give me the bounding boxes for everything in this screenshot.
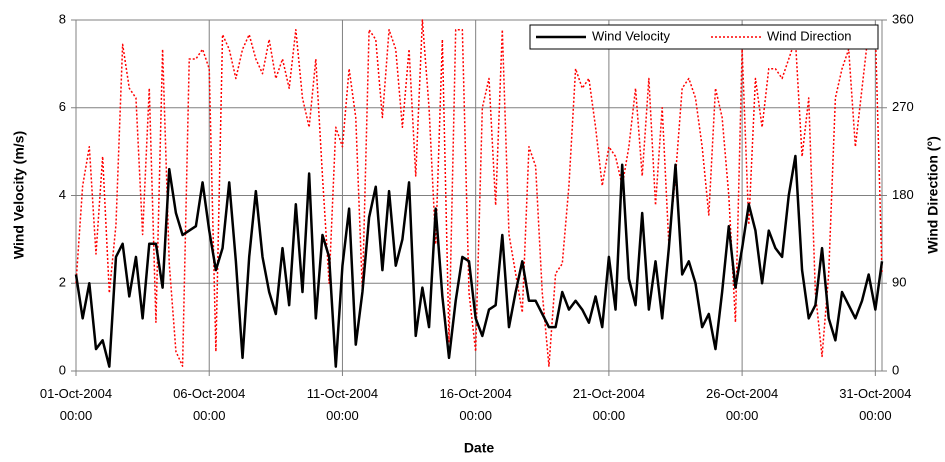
- x-axis-title: Date: [464, 440, 495, 456]
- y2-axis-title: Wind Direction (°): [925, 136, 941, 253]
- x-tick-label-line: 21-Oct-2004: [573, 386, 645, 401]
- x-tick-label-line: 01-Oct-2004: [40, 386, 112, 401]
- x-tick-label-line: 00:00: [60, 408, 93, 423]
- legend-label: Wind Velocity: [592, 28, 671, 43]
- x-tick-label: 31-Oct-2004 00:00: [839, 386, 911, 423]
- x-tick-label-line: 06-Oct-2004: [173, 386, 245, 401]
- data-line: [75, 19, 883, 367]
- y-tick-label: 6: [59, 99, 66, 114]
- x-tick-label-line: 11-Oct-2004: [307, 386, 378, 401]
- x-tick-label-line: 00:00: [193, 408, 226, 423]
- x-tick-label-line: 00:00: [859, 408, 892, 423]
- data-line: [74, 154, 884, 368]
- y2-tick-label: 90: [892, 275, 906, 290]
- y2-tick-label: 360: [892, 11, 914, 26]
- x-tick-label: 01-Oct-2004 00:00: [40, 386, 112, 423]
- x-tick-label-line: 16-Oct-2004: [440, 386, 512, 401]
- x-tick-label: 11-Oct-2004 00:00: [307, 386, 378, 423]
- y2-tick-label: 270: [892, 99, 914, 114]
- x-tick-label: 21-Oct-2004 00:00: [573, 386, 645, 423]
- x-tick-label: 06-Oct-2004 00:00: [173, 386, 245, 423]
- x-tick-label-line: 31-Oct-2004: [839, 386, 911, 401]
- legend-box: [529, 24, 879, 50]
- y2-tick-label: 180: [892, 187, 914, 202]
- x-tick-label-line: 26-Oct-2004: [706, 386, 778, 401]
- y-tick-label: 8: [59, 11, 66, 26]
- y2-tick-label: 0: [892, 362, 899, 377]
- x-tick-label: 26-Oct-2004 00:00: [706, 386, 778, 423]
- y-tick-label: 4: [59, 187, 66, 202]
- y-tick-label: 0: [59, 362, 66, 377]
- x-tick-label-line: 00:00: [726, 408, 759, 423]
- x-tick-label: 16-Oct-2004 00:00: [440, 386, 512, 423]
- y-tick-label: 2: [59, 275, 66, 290]
- y-axis-title: Wind Velocity (m/s): [11, 131, 27, 259]
- x-tick-label-line: 00:00: [459, 408, 492, 423]
- x-tick-label-line: 00:00: [326, 408, 359, 423]
- x-tick-label-line: 00:00: [593, 408, 626, 423]
- legend-label: Wind Direction: [767, 28, 852, 43]
